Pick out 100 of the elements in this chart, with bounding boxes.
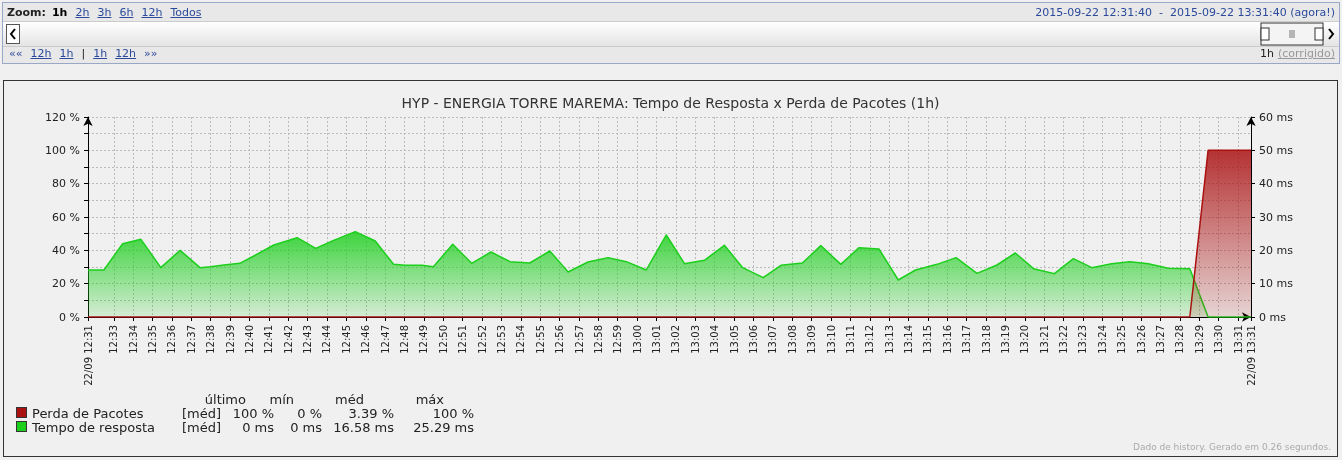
- x-tick-label: 13:23: [1077, 325, 1089, 354]
- x-tick-label: 22/09 12:31: [82, 325, 94, 386]
- x-tick-label: 12:53: [495, 325, 507, 354]
- x-tick-label: 13:28: [1174, 325, 1186, 354]
- x-tick-label: 12:54: [515, 325, 527, 354]
- text: 16.58 ms: [332, 420, 394, 435]
- x-tick-label: 12:44: [321, 325, 333, 354]
- text: 12h: [30, 47, 52, 60]
- y-tick-label: 120 %: [45, 110, 80, 124]
- y2-tick-label: 0 ms: [1259, 310, 1287, 324]
- y-tick-label: 40 %: [52, 243, 80, 257]
- x-tick-label: 12:43: [302, 325, 314, 354]
- x-tick-label: 13:19: [999, 325, 1011, 354]
- text: 1h: [93, 47, 108, 60]
- chart-title: HYP - ENERGIA TORRE MAREMA: Tempo de Resposta x Perda de Pacotes (1h): [401, 95, 940, 111]
- text: 12h: [141, 6, 163, 19]
- text: 2h: [75, 6, 90, 19]
- text: 6h: [119, 6, 134, 19]
- x-tick-label: 13:08: [786, 325, 798, 354]
- x-tick-label: 13:09: [806, 325, 818, 354]
- text: 0 %: [296, 406, 322, 421]
- x-tick-label: 13:26: [1135, 325, 1147, 354]
- x-tick-label: 13:22: [1058, 325, 1070, 354]
- text: 25.29 ms: [412, 420, 474, 435]
- y2-tick-label: 40 ms: [1259, 177, 1294, 191]
- x-tick-label: 12:35: [147, 325, 159, 354]
- text: 1h: [51, 6, 68, 19]
- x-tick-label: 12:57: [573, 325, 585, 354]
- text: 1h: [1259, 47, 1274, 60]
- x-tick-label: 12:34: [127, 325, 139, 354]
- x-tick-label: 12:36: [166, 325, 178, 354]
- x-tick-label: 13:25: [1116, 325, 1128, 354]
- text: último: [203, 392, 246, 407]
- legend-label: Tempo de resposta: [32, 420, 156, 435]
- text: máx: [414, 392, 444, 407]
- text: (corrigido): [1277, 47, 1335, 60]
- x-tick-label: 12:56: [554, 325, 566, 354]
- text: 0 ms: [242, 420, 274, 435]
- x-tick-label: 13:03: [689, 325, 701, 354]
- text: Todos: [170, 6, 202, 19]
- x-tick-label: 12:48: [399, 325, 411, 354]
- x-tick-label: 12:40: [244, 325, 256, 354]
- y2-tick-label: 30 ms: [1259, 210, 1294, 224]
- legend-label: Perda de Pacotes: [32, 406, 145, 421]
- x-tick-label: 12:51: [457, 325, 469, 354]
- y-tick-label: 80 %: [52, 177, 80, 191]
- x-tick-label: 13:11: [844, 325, 856, 354]
- x-tick-label: 12:58: [592, 325, 604, 354]
- text: [méd]: [182, 406, 222, 421]
- x-tick-label: 13:04: [709, 325, 721, 354]
- x-tick-label: 12:46: [360, 325, 372, 354]
- x-tick-label: 12:37: [185, 325, 197, 354]
- x-tick-label: 13:06: [747, 325, 759, 354]
- x-tick-label: 12:38: [205, 325, 217, 354]
- x-tick-label: 13:20: [1019, 325, 1031, 354]
- x-tick-label: 13:05: [728, 325, 740, 354]
- x-tick-label: 13:14: [903, 325, 914, 354]
- text: Dado de history. Gerado em 0.26 segundos.: [1132, 442, 1331, 452]
- x-tick-label: 13:31: [1232, 325, 1244, 354]
- x-tick-label: 13:00: [631, 325, 643, 354]
- x-tick-label: 12:47: [379, 325, 391, 354]
- text: »»: [144, 47, 158, 60]
- x-tick-label: 13:07: [767, 325, 779, 354]
- text: 100 %: [431, 406, 474, 421]
- text: 3h: [97, 6, 112, 19]
- text: 2015-09-22 12:31:40 - 2015-09-22 13:31:40 (agora!): [1035, 6, 1335, 19]
- x-tick-label: 13:29: [1193, 325, 1205, 354]
- y-tick-label: 60 %: [52, 210, 80, 224]
- x-tick-label: 13:17: [961, 325, 973, 354]
- x-tick-label: 13:01: [651, 325, 663, 354]
- text: 1h: [59, 47, 74, 60]
- x-tick-label: 13:16: [941, 325, 953, 354]
- x-tick-label: 13:02: [670, 325, 682, 354]
- y2-tick-label: 50 ms: [1259, 143, 1294, 157]
- x-tick-label: 13:15: [922, 325, 934, 354]
- text: 100 %: [232, 406, 274, 421]
- y-tick-label: 0 %: [59, 310, 80, 324]
- x-tick-label: 13:21: [1038, 325, 1050, 354]
- x-tick-label: 12:45: [340, 325, 352, 354]
- text: mín: [268, 392, 294, 407]
- x-tick-label: 13:12: [864, 325, 876, 354]
- text: |: [81, 47, 86, 60]
- x-tick-label: 12:52: [476, 325, 488, 354]
- x-tick-label: 12:50: [437, 325, 449, 354]
- text: ««: [9, 47, 23, 60]
- x-tick-label: 13:24: [1096, 325, 1108, 354]
- text: Zoom:: [7, 6, 46, 19]
- y2-tick-label: 20 ms: [1259, 243, 1294, 257]
- x-tick-label: 12:42: [282, 325, 294, 354]
- x-tick-label: 22/09 13:31: [1245, 325, 1257, 386]
- x-tick-label: 13:13: [883, 325, 895, 354]
- x-tick-label: 12:41: [263, 325, 275, 354]
- x-tick-label: 13:27: [1155, 325, 1167, 354]
- x-tick-label: 13:18: [980, 325, 992, 354]
- text: 3.39 %: [347, 406, 394, 421]
- text: méd: [334, 392, 364, 407]
- y-tick-label: 100 %: [45, 143, 80, 157]
- y-tick-label: 20 %: [52, 277, 80, 291]
- x-tick-label: 13:30: [1213, 325, 1225, 354]
- x-tick-label: 12:39: [224, 325, 236, 354]
